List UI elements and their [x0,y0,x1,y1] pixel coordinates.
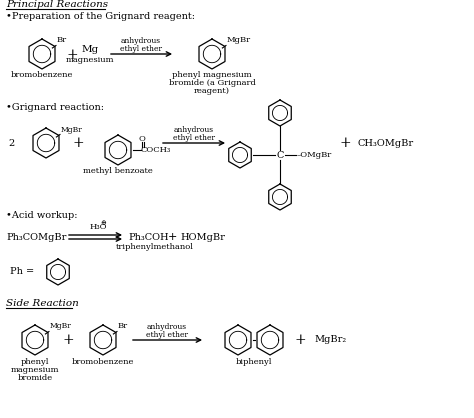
Text: ethyl ether: ethyl ether [146,331,188,339]
Text: 2: 2 [9,138,15,148]
Text: MgBr: MgBr [61,125,83,133]
Text: bromide: bromide [18,374,53,382]
Text: phenyl magnesium: phenyl magnesium [172,71,252,79]
Text: +: + [167,232,177,242]
Text: +: + [62,333,74,347]
Text: anhydrous: anhydrous [121,37,161,45]
Text: O: O [138,135,146,143]
Text: •Grignard reaction:: •Grignard reaction: [6,103,104,112]
Text: magnesium: magnesium [11,366,59,374]
Text: +: + [66,48,78,62]
Text: anhydrous: anhydrous [174,126,214,134]
Text: +: + [339,136,351,150]
Text: Ph₃COMgBr: Ph₃COMgBr [6,232,66,242]
Text: Mg: Mg [82,44,99,54]
Text: +: + [294,333,306,347]
Text: anhydrous: anhydrous [147,323,187,331]
Text: HOMgBr: HOMgBr [180,232,225,242]
Text: reagent): reagent) [194,87,230,95]
Text: –OMgBr: –OMgBr [297,151,332,159]
Text: MgBr₂: MgBr₂ [314,336,346,344]
Text: Br: Br [57,36,67,44]
Text: methyl benzoate: methyl benzoate [83,167,153,175]
Text: MgBr: MgBr [227,36,251,44]
Text: bromide (a Grignard: bromide (a Grignard [169,79,255,87]
Text: H₃O: H₃O [90,223,108,231]
Text: ⊕: ⊕ [100,219,106,227]
Text: Ph₃COH: Ph₃COH [128,232,169,242]
Text: MgBr: MgBr [50,323,72,331]
Text: ethyl ether: ethyl ether [173,134,215,142]
Text: Side Reaction: Side Reaction [6,299,79,308]
Text: Principal Reactions: Principal Reactions [6,0,108,9]
Text: Ph =: Ph = [10,268,34,276]
Text: Br: Br [118,323,128,331]
Text: •Preparation of the Grignard reagent:: •Preparation of the Grignard reagent: [6,12,195,21]
Text: C: C [276,150,283,160]
Text: magnesium: magnesium [66,56,114,64]
Text: •Acid workup:: •Acid workup: [6,211,78,220]
Text: CH₃OMgBr: CH₃OMgBr [358,138,414,148]
Text: +: + [72,136,84,150]
Text: bromobenzene: bromobenzene [72,358,134,366]
Text: biphenyl: biphenyl [236,358,272,366]
Text: bromobenzene: bromobenzene [11,71,73,79]
Text: ethyl ether: ethyl ether [120,45,162,53]
Text: triphenylmethanol: triphenylmethanol [116,243,194,251]
Text: COCH₃: COCH₃ [141,146,171,154]
Text: phenyl: phenyl [21,358,49,366]
